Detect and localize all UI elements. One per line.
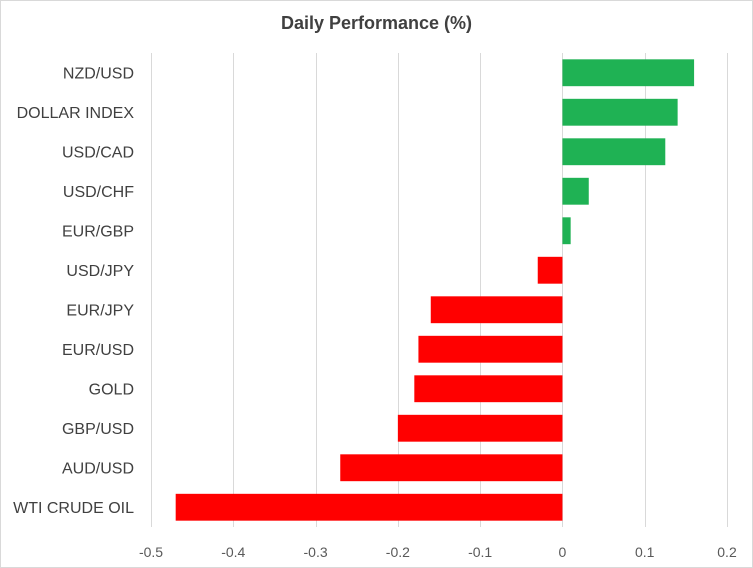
category-label: DOLLAR INDEX xyxy=(17,105,135,122)
category-label: AUD/USD xyxy=(62,460,134,477)
bar xyxy=(562,98,678,126)
x-tick-label: 0.1 xyxy=(635,544,655,560)
gridlines xyxy=(151,53,728,527)
bar xyxy=(340,454,563,482)
bars xyxy=(175,59,695,521)
bar xyxy=(175,493,563,521)
bar xyxy=(562,138,666,166)
category-label: GOLD xyxy=(89,381,134,398)
bar xyxy=(418,335,563,363)
x-tick-label: 0 xyxy=(559,544,567,560)
category-label: EUR/JPY xyxy=(66,302,134,319)
x-tick-label: -0.3 xyxy=(304,544,328,560)
bar xyxy=(537,256,563,284)
bar xyxy=(397,414,563,442)
x-tick-label: 0.2 xyxy=(717,544,737,560)
category-label: EUR/USD xyxy=(62,342,134,359)
bar xyxy=(562,177,589,205)
x-tick-label: -0.4 xyxy=(221,544,245,560)
x-tick-label: -0.2 xyxy=(386,544,410,560)
x-tick-label: -0.1 xyxy=(468,544,492,560)
category-label: NZD/USD xyxy=(63,65,134,82)
category-label: USD/CHF xyxy=(63,184,134,201)
category-label: GBP/USD xyxy=(62,421,134,438)
chart-title: Daily Performance (%) xyxy=(280,13,473,33)
category-labels: NZD/USD DOLLAR INDEX USD/CAD USD/CHF EUR/GBP… xyxy=(13,65,134,517)
x-tick-label: -0.5 xyxy=(139,544,163,560)
category-label: EUR/GBP xyxy=(62,223,134,240)
bar xyxy=(562,217,571,245)
category-label: WTI CRUDE OIL xyxy=(13,500,134,517)
bar xyxy=(414,375,563,403)
bar xyxy=(562,59,695,87)
category-label: USD/JPY xyxy=(66,263,134,280)
category-label: USD/CAD xyxy=(62,144,134,161)
bar xyxy=(430,296,563,324)
x-axis-tick-labels: -0.5 -0.4 -0.3 -0.2 -0.1 0 0.1 0.2 xyxy=(139,544,737,560)
